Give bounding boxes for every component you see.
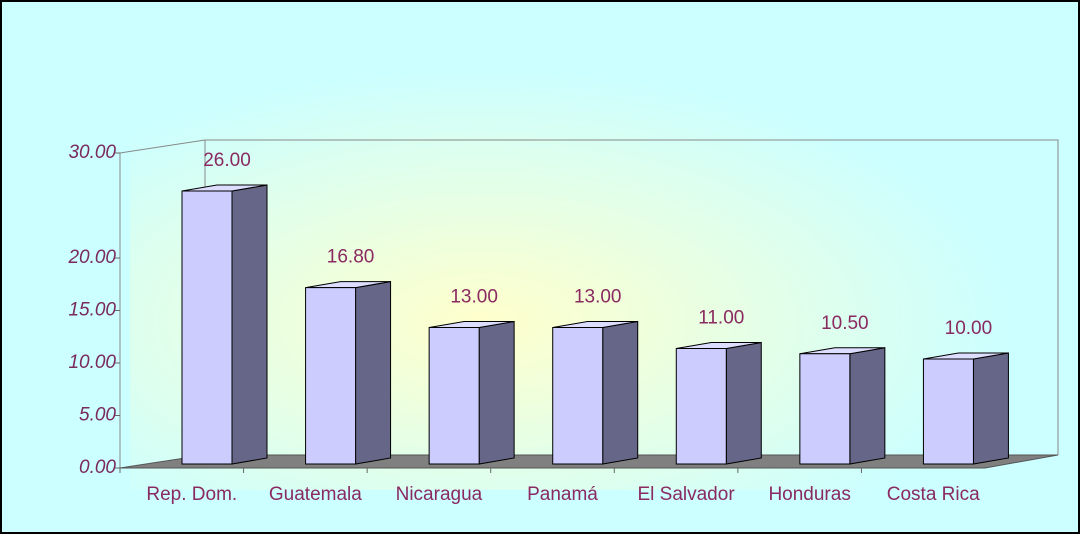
- y-tick-label: 20.00: [67, 247, 116, 268]
- value-label: 13.00: [574, 287, 622, 308]
- x-tick-label: El Salvador: [637, 484, 735, 505]
- bar-front: [552, 327, 604, 465]
- value-label: 11.00: [698, 308, 744, 329]
- bar-side: [972, 352, 1009, 465]
- y-tick-label: 5.00: [79, 405, 116, 426]
- value-label: 16.80: [327, 247, 375, 268]
- bar-side: [602, 320, 639, 465]
- bar-side: [725, 341, 762, 465]
- bar-front: [305, 287, 357, 465]
- value-label: 13.00: [450, 287, 498, 308]
- y-tick-label: 0.00: [79, 457, 116, 478]
- x-tick-label: Rep. Dom.: [146, 484, 237, 505]
- y-tick-label: 15.00: [68, 300, 116, 321]
- x-tick-label: Guatemala: [269, 484, 362, 505]
- bar-side: [231, 184, 268, 465]
- bar-side: [849, 347, 886, 465]
- value-label: 10.00: [945, 318, 993, 339]
- value-label: 26.00: [203, 150, 251, 171]
- bar: [552, 320, 639, 465]
- bar: [181, 184, 268, 465]
- x-tick-label: Nicaragua: [396, 484, 483, 505]
- bar: [799, 347, 886, 465]
- bar-front: [675, 348, 727, 465]
- bar-side: [478, 320, 515, 465]
- y-tick-label: 30.00: [68, 142, 116, 163]
- bar-front: [181, 190, 233, 465]
- bar: [675, 341, 762, 465]
- bar-front: [799, 353, 851, 465]
- x-tick-label: Honduras: [768, 484, 850, 505]
- bar: [428, 320, 515, 465]
- y-tick-label: 10.00: [68, 352, 116, 373]
- x-tick-label: Costa Rica: [887, 484, 980, 505]
- bar: [922, 352, 1009, 465]
- bar-front: [428, 327, 480, 465]
- value-label: 10.50: [821, 313, 869, 334]
- bar: [305, 281, 392, 465]
- x-tick-label: Panamá: [527, 484, 598, 505]
- bar-front: [922, 358, 974, 465]
- bar-side: [355, 281, 392, 465]
